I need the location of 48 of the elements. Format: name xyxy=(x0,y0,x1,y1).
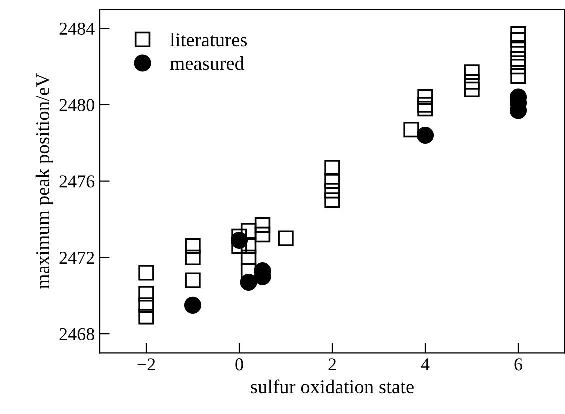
point xyxy=(185,250,201,266)
point xyxy=(510,42,526,58)
point xyxy=(418,97,434,113)
y-tick-label: 2480 xyxy=(60,99,94,112)
x-axis-title: sulfur oxidation state xyxy=(251,380,414,394)
point xyxy=(138,298,154,314)
point xyxy=(510,51,526,68)
point xyxy=(416,126,434,144)
x-tick-label: 6 xyxy=(514,358,522,371)
point xyxy=(254,217,271,234)
x-tick-label: 4 xyxy=(421,358,430,371)
point xyxy=(418,89,434,106)
y-axis-title: maximum peak position/eV xyxy=(36,74,54,289)
point xyxy=(240,238,257,254)
legend-label: literatures xyxy=(170,32,248,47)
y-tick-label: 2476 xyxy=(60,176,95,188)
point xyxy=(510,58,526,75)
point xyxy=(324,173,340,190)
point xyxy=(138,286,154,302)
point xyxy=(324,192,340,208)
point xyxy=(418,100,434,117)
point xyxy=(510,32,526,48)
point xyxy=(185,238,201,254)
point xyxy=(254,226,271,243)
point xyxy=(464,74,480,90)
y-tick-label: 2484 xyxy=(60,22,95,36)
point xyxy=(510,68,526,84)
point xyxy=(464,64,480,80)
point xyxy=(240,223,257,239)
point xyxy=(184,296,202,314)
point xyxy=(464,82,480,98)
x-tick-label: 0 xyxy=(236,358,244,371)
legend-label: measured xyxy=(170,56,244,70)
x-tick-label: −2 xyxy=(138,358,156,371)
point xyxy=(404,122,420,138)
point xyxy=(278,230,294,246)
point xyxy=(240,250,257,266)
y-tick-label: 2472 xyxy=(60,252,94,264)
point xyxy=(185,272,201,288)
point xyxy=(138,265,154,281)
point xyxy=(510,26,526,42)
point xyxy=(138,309,154,325)
point xyxy=(230,232,248,250)
x-tick-label: 2 xyxy=(328,358,336,371)
point xyxy=(324,160,340,176)
point xyxy=(240,274,258,292)
y-tick-label: 2468 xyxy=(60,328,94,340)
point xyxy=(324,183,340,199)
